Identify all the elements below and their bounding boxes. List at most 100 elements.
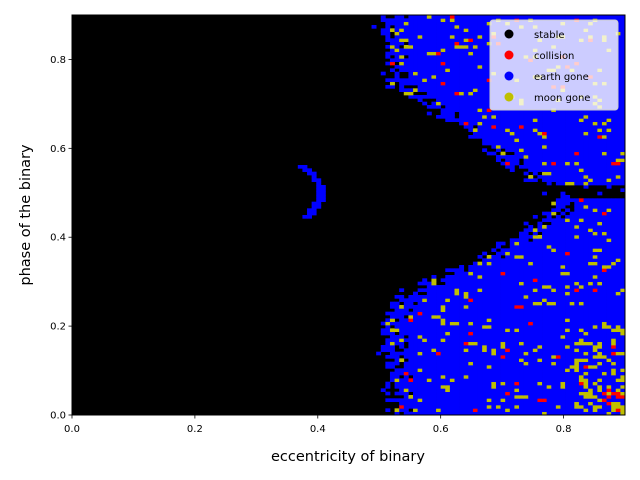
heatmap-cell-earth-gone [611, 218, 617, 223]
heatmap-cell-earth-gone [532, 381, 538, 386]
heatmap-cell-earth-gone [551, 118, 557, 123]
heatmap-cell-moon-gone [537, 301, 543, 306]
heatmap-cell-moon-gone [519, 395, 524, 399]
heatmap-cell-earth-gone [565, 268, 571, 273]
heatmap-cell-earth-gone [445, 328, 451, 333]
heatmap-cell-moon-gone [426, 15, 432, 19]
heatmap-cell-moon-gone [578, 301, 584, 306]
heatmap-cell-earth-gone [606, 228, 612, 233]
heatmap-cell-earth-gone [588, 241, 594, 246]
heatmap-cell-moon-gone [615, 405, 621, 409]
heatmap-cell-earth-gone [500, 155, 506, 159]
heatmap-cell-earth-gone [588, 218, 594, 223]
heatmap-cell-earth-gone [500, 335, 506, 339]
heatmap-cell-earth-gone [459, 271, 465, 276]
heatmap-cell-earth-gone [463, 351, 469, 356]
heatmap-cell-earth-gone [592, 198, 598, 203]
heatmap-cell-earth-gone [546, 315, 552, 319]
heatmap-cell-earth-gone [477, 255, 483, 259]
heatmap-cell-earth-gone [477, 368, 483, 373]
heatmap-cell-earth-gone [620, 258, 626, 263]
heatmap-cell-earth-gone [486, 15, 492, 19]
heatmap-cell-earth-gone [588, 385, 594, 389]
heatmap-cell-earth-gone [606, 355, 612, 359]
heatmap-cell-earth-gone [477, 291, 483, 296]
heatmap-cell-earth-gone [542, 128, 548, 133]
heatmap-cell-earth-gone [505, 311, 511, 316]
heatmap-cell-earth-gone [620, 128, 626, 133]
heatmap-cell-earth-gone [532, 371, 538, 376]
heatmap-cell-earth-gone [537, 385, 543, 389]
heatmap-cell-earth-gone [519, 398, 524, 403]
heatmap-cell-earth-gone [532, 341, 538, 346]
heatmap-cell-earth-gone [560, 168, 566, 173]
heatmap-cell-collision [403, 371, 409, 376]
heatmap-cell-earth-gone [555, 158, 561, 163]
heatmap-cell-moon-gone [440, 385, 446, 389]
heatmap-cell-earth-gone [445, 405, 451, 409]
heatmap-cell-earth-gone [422, 48, 428, 53]
heatmap-cell-earth-gone [509, 331, 515, 336]
heatmap-cell-earth-gone [445, 48, 451, 53]
heatmap-cell-moon-gone [611, 338, 617, 343]
heatmap-cell-earth-gone [486, 55, 492, 59]
heatmap-cell-earth-gone [588, 411, 594, 416]
heatmap-cell-earth-gone [431, 311, 437, 316]
heatmap-cell-earth-gone [468, 115, 474, 119]
heatmap-cell-earth-gone [486, 25, 492, 29]
heatmap-cell-earth-gone [505, 368, 511, 373]
heatmap-cell-earth-gone [426, 105, 432, 109]
heatmap-cell-collision [454, 91, 460, 96]
heatmap-cell-earth-gone [611, 231, 617, 236]
heatmap-cell-earth-gone [463, 278, 469, 283]
heatmap-cell-earth-gone [601, 328, 607, 333]
heatmap-cell-earth-gone [551, 381, 557, 386]
heatmap-cell-earth-gone [519, 345, 524, 349]
heatmap-cell-earth-gone [403, 348, 409, 353]
heatmap-cell-moon-gone [472, 88, 478, 93]
heatmap-cell-collision [615, 161, 621, 166]
heatmap-cell-moon-gone [583, 341, 589, 346]
heatmap-cell-earth-gone [495, 385, 501, 389]
heatmap-cell-earth-gone [551, 121, 557, 126]
heatmap-cell-earth-gone [620, 155, 626, 159]
heatmap-cell-earth-gone [560, 268, 566, 273]
heatmap-cell-earth-gone [413, 351, 418, 356]
heatmap-cell-moon-gone [592, 345, 598, 349]
heatmap-cell-moon-gone [597, 355, 603, 359]
heatmap-cell-earth-gone [495, 278, 501, 283]
heatmap-cell-earth-gone [463, 368, 469, 373]
heatmap-cell-earth-gone [495, 395, 501, 399]
heatmap-cell-earth-gone [445, 368, 451, 373]
heatmap-cell-earth-gone [546, 175, 552, 179]
heatmap-cell-earth-gone [426, 295, 432, 299]
heatmap-cell-earth-gone [583, 321, 589, 326]
heatmap-cell-earth-gone [463, 281, 469, 286]
heatmap-cell-earth-gone [578, 398, 584, 403]
heatmap-cell-collision [449, 15, 455, 19]
heatmap-cell-earth-gone [555, 165, 561, 169]
heatmap-cell-earth-gone [417, 395, 423, 399]
heatmap-cell-earth-gone [528, 371, 534, 376]
heatmap-cell-earth-gone [477, 101, 483, 106]
heatmap-cell-earth-gone [482, 131, 488, 136]
heatmap-cell-earth-gone [606, 215, 612, 219]
heatmap-cell-earth-gone [528, 151, 534, 156]
heatmap-cell-earth-gone [495, 155, 501, 159]
heatmap-cell-earth-gone [505, 155, 511, 159]
heatmap-cell-earth-gone [486, 131, 492, 136]
heatmap-cell-earth-gone [445, 325, 451, 329]
heatmap-cell-earth-gone [583, 401, 589, 406]
heatmap-cell-earth-gone [583, 301, 589, 306]
heatmap-cell-earth-gone [569, 335, 575, 339]
heatmap-cell-earth-gone [565, 155, 571, 159]
heatmap-cell-earth-gone [546, 321, 552, 326]
heatmap-cell-earth-gone [542, 125, 548, 129]
heatmap-cell-moon-gone [500, 341, 506, 346]
heatmap-cell-earth-gone [620, 205, 626, 209]
heatmap-cell-earth-gone [399, 391, 405, 396]
heatmap-cell-earth-gone [413, 378, 418, 383]
heatmap-cell-earth-gone [454, 38, 460, 43]
y-axis: 0.00.20.40.60.8 [50, 55, 72, 422]
heatmap-cell-earth-gone [597, 231, 603, 236]
